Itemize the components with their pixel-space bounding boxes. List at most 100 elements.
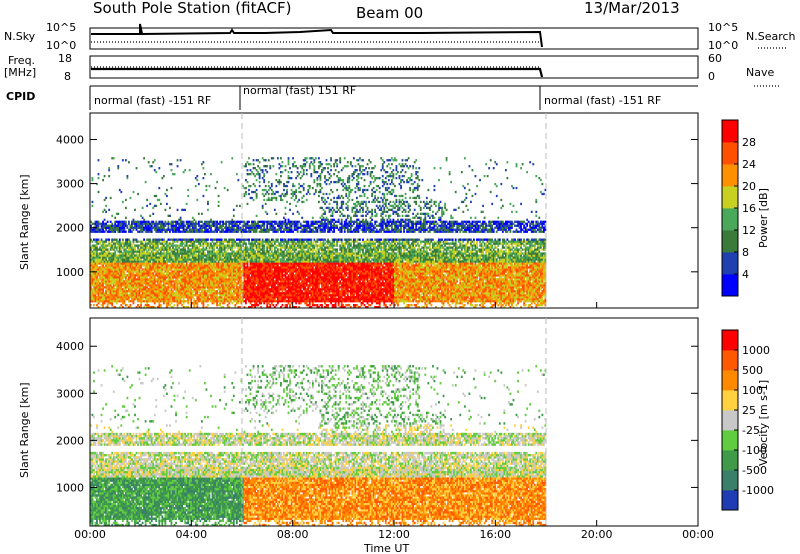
heatmap-cell xyxy=(107,248,109,250)
heatmap-cell xyxy=(125,231,127,233)
heatmap-cell xyxy=(146,244,148,246)
heatmap-cell xyxy=(136,239,138,241)
heatmap-cell xyxy=(142,284,144,286)
heatmap-cell xyxy=(130,304,132,306)
heatmap-cell xyxy=(96,304,98,306)
heatmap-cell xyxy=(133,242,135,244)
heatmap-cell xyxy=(114,223,116,225)
heatmap-cell xyxy=(154,159,156,161)
heatmap-cell xyxy=(155,195,157,197)
heatmap-cell xyxy=(111,304,113,306)
heatmap-cell xyxy=(142,241,144,243)
heatmap-cell xyxy=(102,264,104,266)
heatmap-cell xyxy=(134,276,136,278)
heatmap-cell xyxy=(130,241,132,243)
heatmap-cell xyxy=(108,250,110,252)
heatmap-cell xyxy=(128,161,130,163)
heatmap-cell xyxy=(93,304,95,306)
heatmap-cell xyxy=(98,302,100,304)
heatmap-cell xyxy=(143,239,145,241)
heatmap-cell xyxy=(126,227,128,229)
heatmap-cell xyxy=(146,302,148,304)
heatmap-cell xyxy=(108,175,110,177)
heatmap-cell xyxy=(155,221,157,223)
heatmap-cell xyxy=(140,215,142,217)
heatmap-cell xyxy=(108,239,110,241)
heatmap-cell xyxy=(101,239,103,241)
heatmap-cell xyxy=(123,246,125,248)
heatmap-cell xyxy=(136,288,138,290)
heatmap-cell xyxy=(142,298,144,300)
heatmap-cell xyxy=(145,181,147,183)
cpid-segment-3: normal (fast) -151 RF xyxy=(544,94,661,107)
heatmap-cell xyxy=(149,215,151,217)
heatmap-cell xyxy=(154,282,156,284)
heatmap-cell xyxy=(117,165,119,167)
heatmap-cell xyxy=(125,248,127,250)
heatmap-cell xyxy=(152,221,154,223)
heatmap-cell xyxy=(155,205,157,207)
heatmap-cell xyxy=(102,290,104,292)
heatmap-cell xyxy=(102,179,104,181)
freq-tick-bottom: 8 xyxy=(64,70,71,83)
heatmap-cell xyxy=(140,266,142,268)
heatmap-cell xyxy=(133,191,135,193)
heatmap-cell xyxy=(123,270,125,272)
heatmap-cell xyxy=(130,229,132,231)
heatmap-cell xyxy=(152,272,154,274)
heatmap-cell xyxy=(133,300,135,302)
heatmap-cell xyxy=(142,225,144,227)
heatmap-cell xyxy=(130,242,132,244)
heatmap-cell xyxy=(146,199,148,201)
heatmap-cell xyxy=(143,250,145,252)
nsearch-tick-top: 10^5 xyxy=(708,21,738,34)
heatmap-cell xyxy=(146,286,148,288)
heatmap-cell xyxy=(123,300,125,302)
nsky-label: N.Sky xyxy=(4,30,36,43)
heatmap-cell xyxy=(92,201,94,203)
rti-plot: South Pole Station (fitACF) Beam 00 13/M… xyxy=(0,0,800,554)
heatmap-cell xyxy=(98,221,100,223)
heatmap-cell xyxy=(102,288,104,290)
cpid-segment-1: normal (fast) -151 RF xyxy=(94,94,211,107)
heatmap-cell xyxy=(114,217,116,219)
heatmap-cell xyxy=(143,157,145,159)
heatmap-cell xyxy=(149,260,151,262)
heatmap-cell xyxy=(92,205,94,207)
heatmap-cell xyxy=(111,215,113,217)
heatmap-cell xyxy=(114,244,116,246)
heatmap-cell xyxy=(154,276,156,278)
heatmap-cell xyxy=(113,286,115,288)
heatmap-cell xyxy=(102,221,104,223)
heatmap-cell xyxy=(140,304,142,306)
heatmap-cell xyxy=(125,276,127,278)
nsearch-label: N.Search xyxy=(746,30,796,43)
heatmap-cell xyxy=(102,211,104,213)
heatmap-cell xyxy=(151,165,153,167)
heatmap-cell xyxy=(133,252,135,254)
heatmap-cell xyxy=(108,167,110,169)
heatmap-cell xyxy=(148,304,150,306)
heatmap-cell xyxy=(143,219,145,221)
heatmap-cell xyxy=(98,191,100,193)
heatmap-cell xyxy=(99,242,101,244)
heatmap-cell xyxy=(120,286,122,288)
heatmap-cell xyxy=(108,241,110,243)
heatmap-cell xyxy=(133,272,135,274)
heatmap-cell xyxy=(149,244,151,246)
heatmap-cell xyxy=(149,248,151,250)
heatmap-cell xyxy=(98,280,100,282)
heatmap-cell xyxy=(92,177,94,179)
heatmap-cell xyxy=(120,250,122,252)
heatmap-cell xyxy=(98,177,100,179)
heatmap-cell xyxy=(128,298,130,300)
heatmap-cell xyxy=(110,284,112,286)
heatmap-cell xyxy=(120,244,122,246)
heatmap-cell xyxy=(128,223,130,225)
heatmap-cell xyxy=(117,167,119,169)
heatmap-cell xyxy=(105,211,107,213)
heatmap-cell xyxy=(123,302,125,304)
heatmap-cell xyxy=(126,304,128,306)
heatmap-cell xyxy=(105,241,107,243)
